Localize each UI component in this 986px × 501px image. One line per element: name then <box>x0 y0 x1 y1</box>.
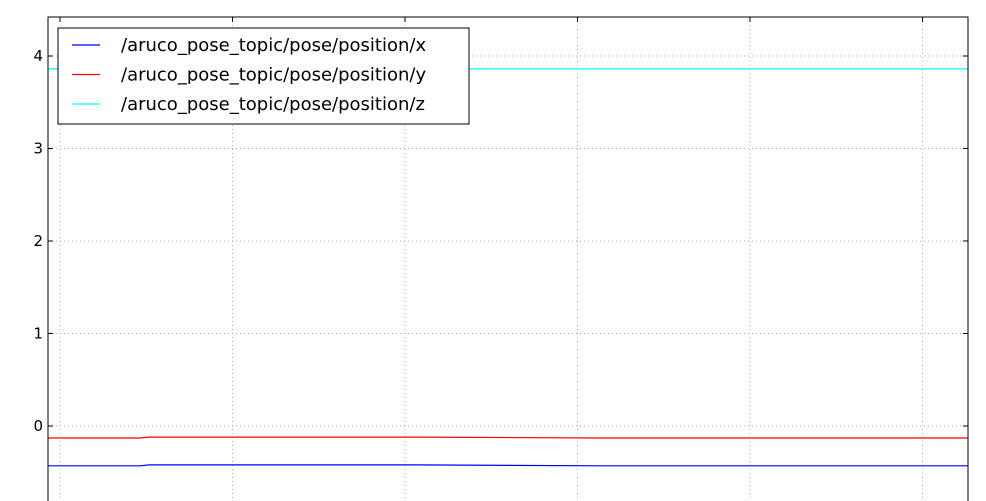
y-tick-label: 0 <box>33 417 43 435</box>
legend-label: /aruco_pose_topic/pose/position/z <box>121 94 425 115</box>
axis-ticks: 0 1 2 3 4 <box>33 17 968 435</box>
legend: /aruco_pose_topic/pose/position/x/aruco_… <box>57 27 470 125</box>
y-tick-label: 4 <box>33 47 43 65</box>
plot-frame <box>47 16 969 501</box>
series-line-y <box>48 436 968 439</box>
y-tick-label: 3 <box>33 140 43 158</box>
legend-label: /aruco_pose_topic/pose/position/y <box>121 65 426 86</box>
legend-box <box>57 27 470 125</box>
grid-lines <box>48 17 968 501</box>
y-tick-label: 2 <box>33 232 43 250</box>
y-tick-label: 1 <box>33 325 43 343</box>
series-line-x <box>48 464 968 467</box>
legend-label: /aruco_pose_topic/pose/position/x <box>121 35 426 56</box>
